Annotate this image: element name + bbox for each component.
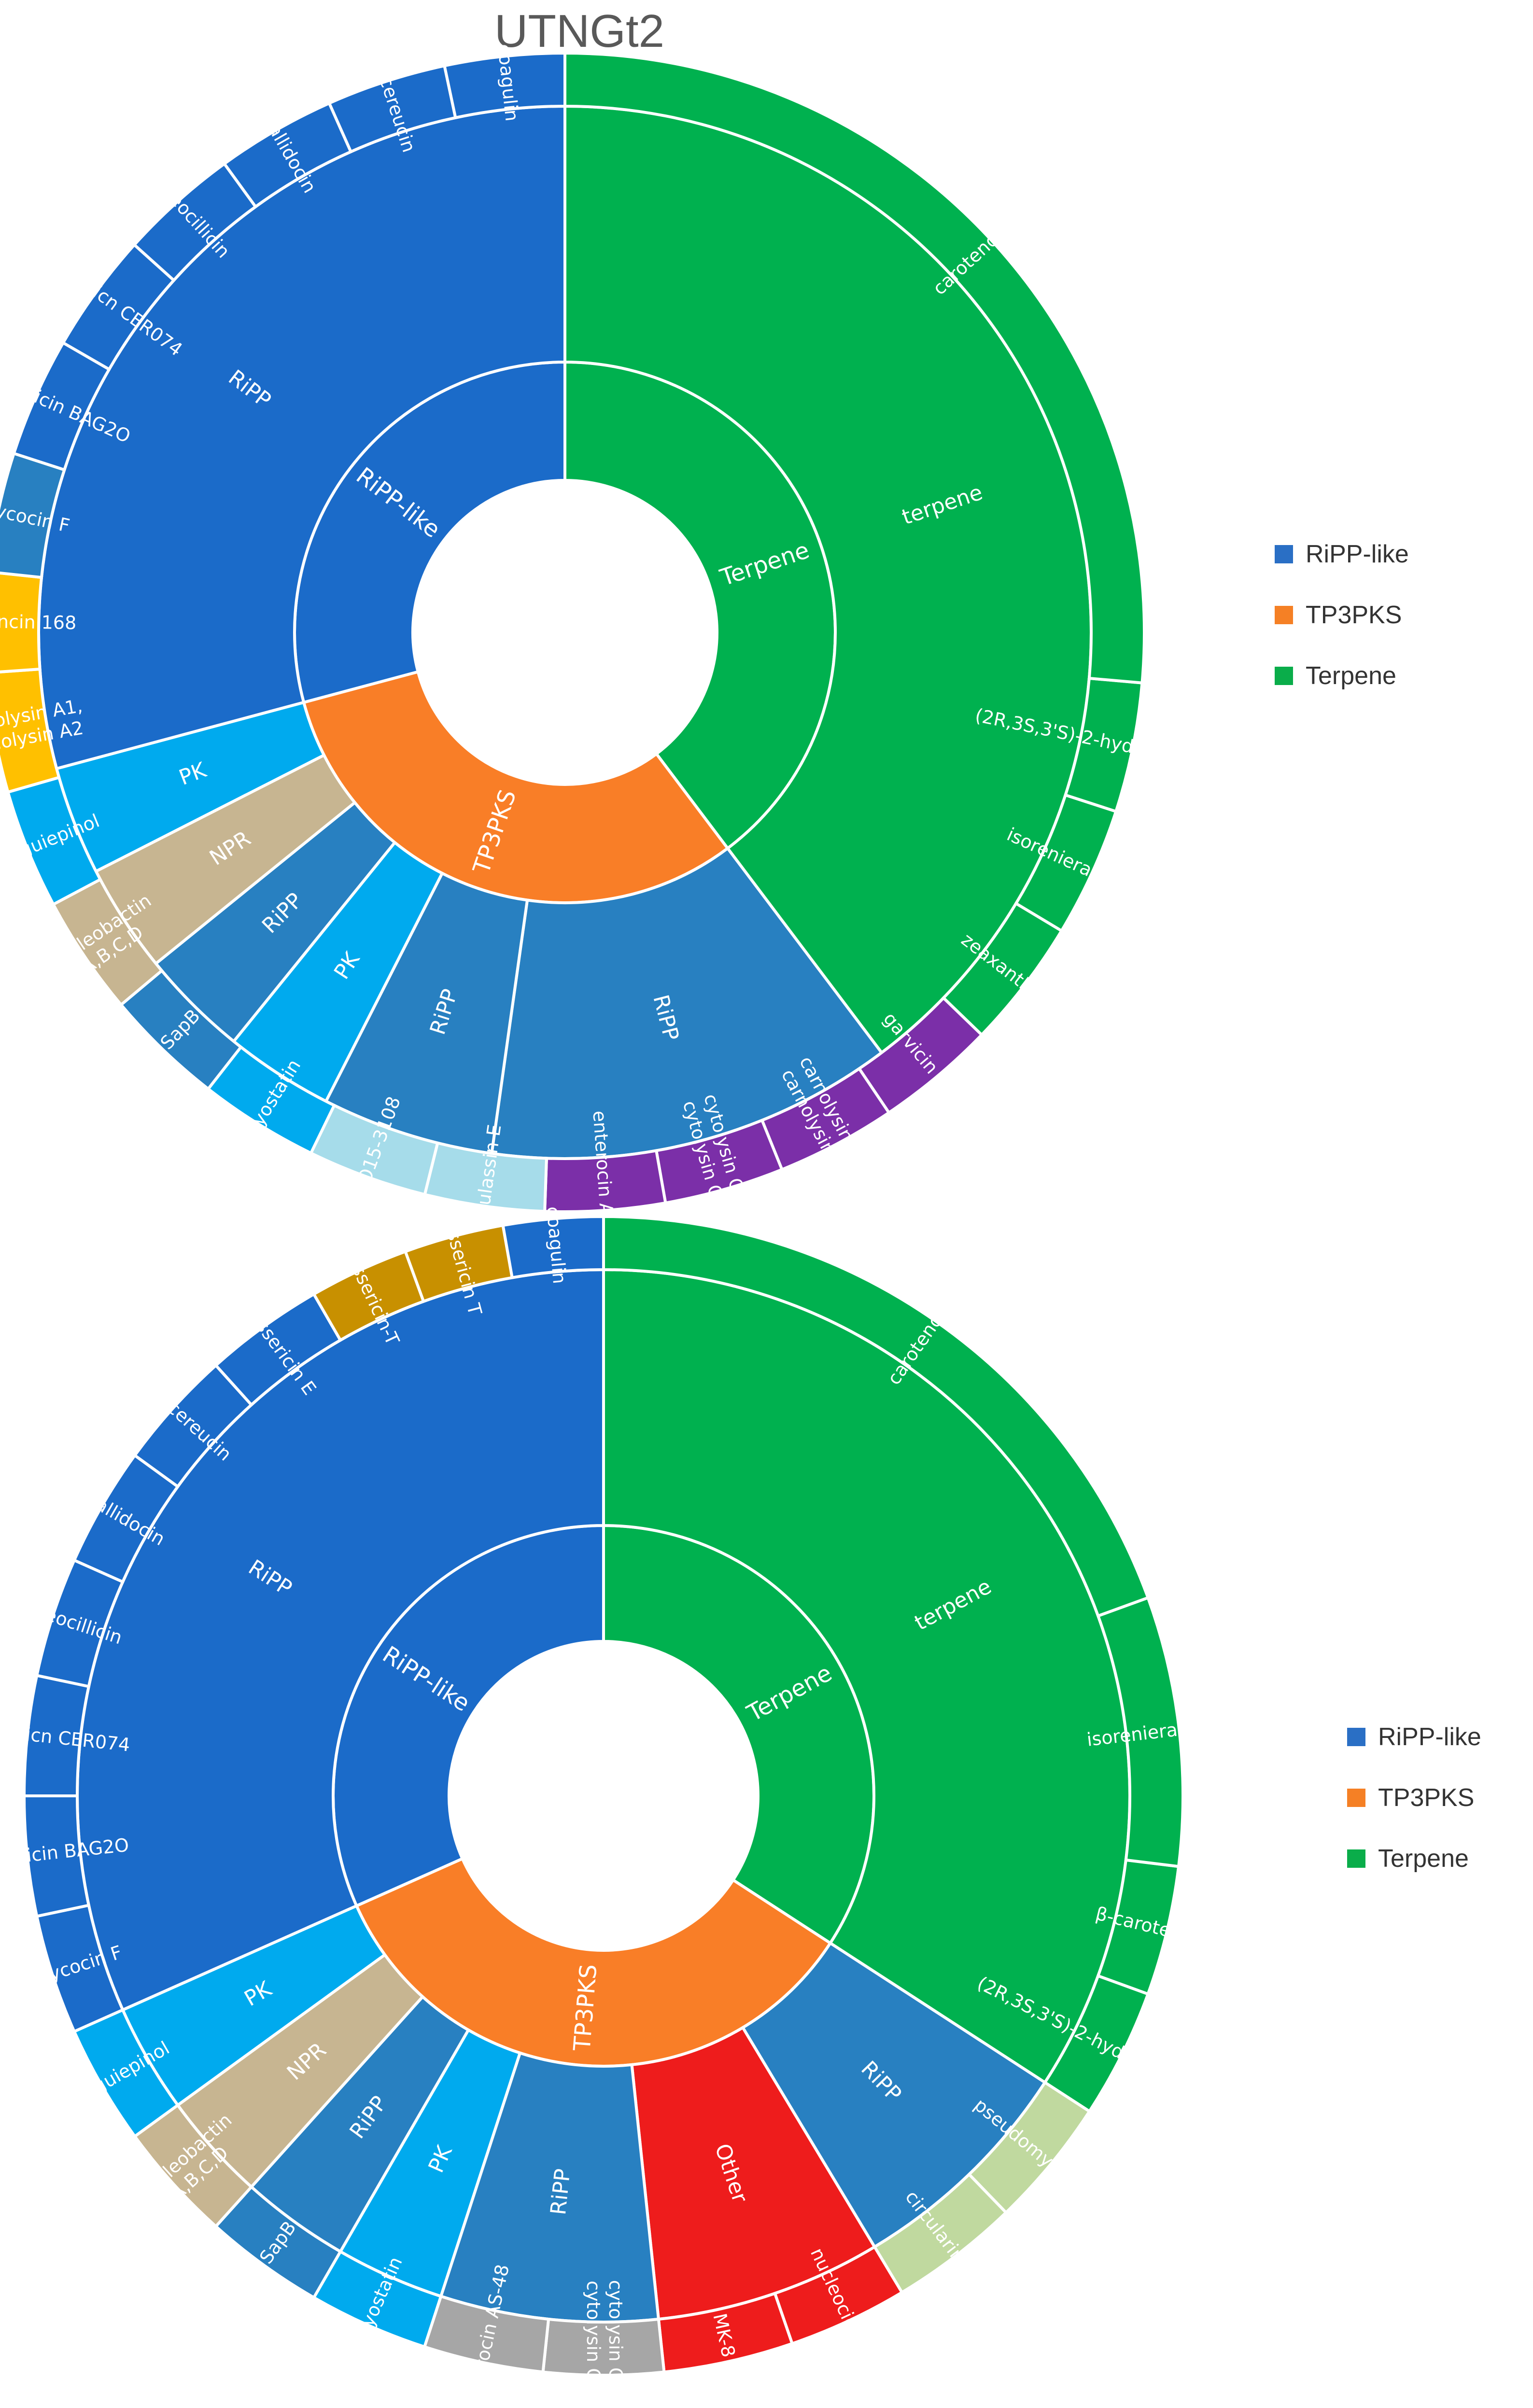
legend-label: Terpene (1306, 662, 1396, 690)
legend-item-terpene: Terpene (1347, 1828, 1481, 1889)
legend-label: Terpene (1378, 1845, 1469, 1873)
legend-swatch (1275, 667, 1293, 685)
legend-label: RiPP-like (1306, 540, 1409, 568)
legend-label: TP3PKS (1306, 601, 1402, 629)
segment-coagulin[interactable] (442, 51, 566, 120)
legend-label: RiPP-like (1378, 1723, 1481, 1751)
segment-label-ripp: RiPP (546, 2168, 576, 2216)
legend-item-tp3pks: TP3PKS (1275, 585, 1409, 645)
legend-item-terpene: Terpene (1275, 645, 1409, 706)
legend-swatch (1275, 545, 1293, 563)
legend-item-ripp-like: RiPP-like (1275, 524, 1409, 585)
segment-isorenieratene[interactable] (1096, 1596, 1184, 1868)
segment-2r-3s-3-s-2-hydroxyastax[interactable] (1063, 676, 1144, 813)
legend-swatch (1347, 1849, 1365, 1868)
legend-item-tp3pks: TP3PKS (1347, 1767, 1481, 1828)
legend-wcfs1: RiPP-like TP3PKS Terpene (1347, 1707, 1481, 1889)
segment-carotenoid[interactable] (563, 51, 1146, 685)
legend-label: TP3PKS (1378, 1784, 1475, 1812)
segment-isorenieratene[interactable] (1014, 793, 1118, 933)
segment-label-cytolysin-clyll-cytolysin-clyls: cytolysin ClyLl,cytolysin ClyLs (583, 2280, 627, 2408)
segment-coagulin[interactable] (501, 1215, 605, 1280)
legend-item-ripp-like: RiPP-like (1347, 1707, 1481, 1767)
legend-swatch (1347, 1728, 1365, 1746)
legend-swatch (1347, 1789, 1365, 1807)
segment-label-sublancin-168: sublancin 168 (0, 610, 77, 633)
legend-utngt2: RiPP-like TP3PKS Terpene (1275, 524, 1409, 706)
segment-carotein[interactable] (1096, 1858, 1181, 1996)
chart-title-utngt2: UTNGt2 (494, 5, 665, 57)
legend-swatch (1275, 606, 1293, 624)
segment-carotenoid[interactable] (602, 1215, 1150, 1618)
